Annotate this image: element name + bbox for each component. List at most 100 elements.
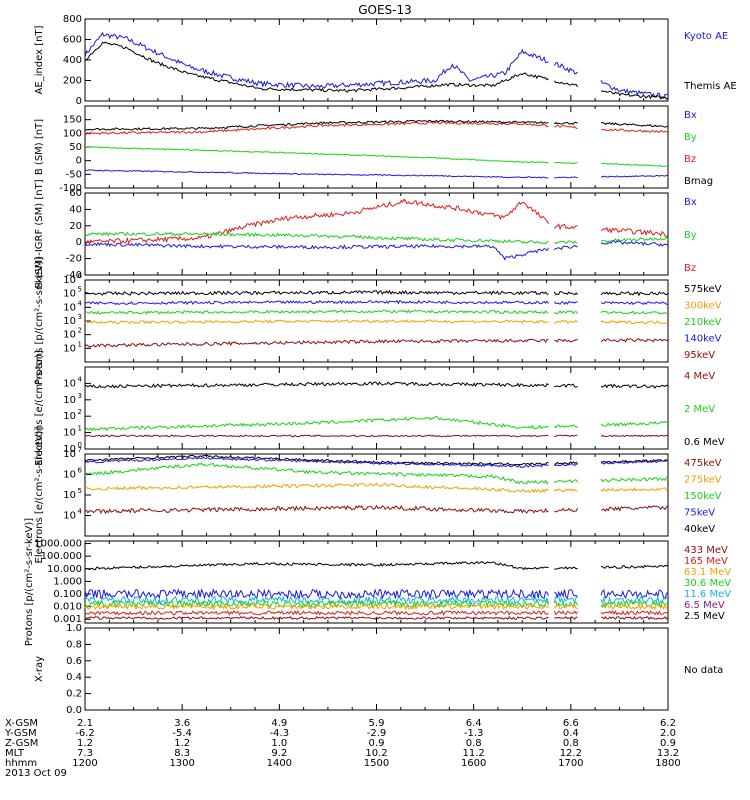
y-tick-exponent: 4	[78, 299, 83, 307]
y-tick-label: 60	[69, 188, 82, 199]
ephemeris-value: 1800	[655, 758, 680, 769]
y-tick-label: 50	[69, 142, 82, 153]
y-tick-label: 0.2	[66, 689, 82, 700]
ephemeris-value: 1.0	[271, 738, 287, 749]
y-tick-label: 600	[63, 35, 82, 46]
y-tick-label: 10	[63, 275, 76, 286]
ephemeris-value: 12.2	[560, 748, 582, 759]
y-axis-label: B (SM)-IGRF (SM) [nT]	[34, 179, 45, 288]
y-tick-label: 400	[63, 55, 82, 66]
y-axis-label: AE_index [nT]	[34, 25, 45, 94]
legend-bz: Bz	[684, 154, 696, 165]
y-tick-label: 800	[63, 14, 82, 25]
y-axis-label: Electrons [e/(cm²-s-sr-keV)]	[34, 426, 45, 563]
ephemeris-value: 1700	[558, 758, 583, 769]
y-tick-exponent: 2	[78, 327, 82, 335]
ephemeris-value: -6.2	[75, 728, 95, 739]
ephemeris-value: 13.2	[657, 748, 679, 759]
y-tick-exponent: 5	[78, 286, 82, 294]
panel-b_sm: -100 -50 0 50 100 150 B (SM) [nT] Bx By Bz Bmag	[34, 105, 713, 194]
ephemeris-value: 1.2	[77, 738, 93, 749]
y-tick-label: 100	[63, 128, 82, 139]
legend-2.5-mev: 2.5 MeV	[684, 611, 725, 622]
series-75kev	[84, 456, 669, 468]
ephemeris-value: 10.2	[365, 748, 387, 759]
y-tick-exponent: 5	[78, 487, 82, 495]
legend-themis-ae: Themis AE	[683, 81, 737, 92]
series-575kev	[84, 289, 669, 297]
ephemeris-value: 2.1	[77, 718, 93, 729]
legend-6.5-mev: 6.5 MeV	[684, 600, 725, 611]
y-tick-exponent: 3	[78, 313, 82, 321]
legend-63.1-mev: 63.1 MeV	[684, 567, 731, 578]
series-95kev	[84, 338, 669, 348]
legend-210kev: 210keV	[684, 317, 722, 328]
legend-2-mev: 2 MeV	[684, 404, 715, 415]
series-4-mev	[84, 434, 669, 438]
y-tick-label: 10	[63, 378, 76, 389]
legend-bz: Bz	[684, 263, 696, 274]
ephemeris-value: 6.2	[660, 718, 676, 729]
y-tick-label: 10	[63, 343, 76, 354]
panel-frame	[84, 453, 669, 537]
ephemeris-value: 0.8	[563, 738, 579, 749]
y-axis-label: Electrons [e/(cm²-s-sr)]	[34, 350, 45, 466]
series-bx	[84, 169, 669, 179]
series-140kev	[84, 319, 669, 325]
y-tick-label: 10	[63, 470, 76, 481]
ephemeris-value: 0.9	[369, 738, 385, 749]
ephemeris-value: -5.4	[172, 728, 192, 739]
y-tick-label: 0.8	[66, 639, 82, 650]
legend-40kev: 40keV	[684, 524, 715, 535]
y-tick-exponent: 3	[78, 392, 82, 400]
legend-165-mev: 165 MeV	[684, 556, 728, 567]
ephemeris-row-label: X-GSM	[5, 718, 38, 729]
series-210kev	[84, 309, 669, 315]
ephemeris-value: 1400	[267, 758, 292, 769]
legend-by: By	[684, 230, 697, 241]
ephemeris-row-label: Y-GSM	[4, 728, 37, 739]
y-tick-label: -20	[66, 254, 82, 265]
series-30.6-mev	[84, 599, 669, 609]
ephemeris-value: 6.6	[563, 718, 579, 729]
legend-140kev: 140keV	[684, 334, 722, 345]
panel-frame	[84, 627, 669, 711]
y-tick-exponent: 2	[78, 408, 82, 416]
legend-by: By	[684, 132, 697, 143]
legend-475kev: 475keV	[684, 458, 722, 469]
legend-11.6-mev: 11.6 MeV	[684, 589, 731, 600]
y-tick-label: -40	[66, 270, 82, 281]
y-tick-label: 150	[63, 115, 82, 126]
y-tick-label: 0.010	[53, 602, 82, 613]
y-tick-label: 10	[63, 444, 76, 455]
y-tick-label: -100	[59, 183, 82, 194]
y-tick-label: 10	[63, 316, 76, 327]
legend-4-mev: 4 MeV	[684, 371, 715, 382]
y-tick-label: 10	[63, 395, 76, 406]
y-tick-label: 10	[63, 289, 76, 300]
ephemeris-value: 1.2	[174, 738, 190, 749]
legend-bx: Bx	[684, 197, 697, 208]
y-tick-label: 0	[76, 237, 82, 248]
ephemeris-value: 1500	[364, 758, 389, 769]
y-tick-label: 10.000	[47, 564, 82, 575]
ephemeris-value: 3.6	[174, 718, 190, 729]
panel-frame	[84, 105, 669, 189]
ephemeris-value: 2.0	[660, 728, 676, 739]
y-axis-label: Protons [p/(cm²-s-sr-keV)]	[24, 518, 35, 646]
y-tick-label: -50	[66, 169, 82, 180]
ephemeris-value: 7.3	[77, 748, 93, 759]
panel-b_igrf: -40 -20 0 20 40 60 B (SM)-IGRF (SM) [nT] Bx By Bz	[34, 179, 697, 288]
panel-xray: 0.0 0.2 0.4 0.6 0.8 1.0 X-ray No data	[34, 623, 723, 716]
ephemeris-value: -4.3	[270, 728, 290, 739]
y-tick-label: 10	[63, 511, 76, 522]
legend-575kev: 575keV	[684, 284, 722, 295]
y-tick-label: 10	[63, 302, 76, 313]
ephemeris-value: 1600	[461, 758, 486, 769]
ephemeris-value: 6.4	[466, 718, 482, 729]
y-tick-exponent: 6	[78, 272, 83, 280]
